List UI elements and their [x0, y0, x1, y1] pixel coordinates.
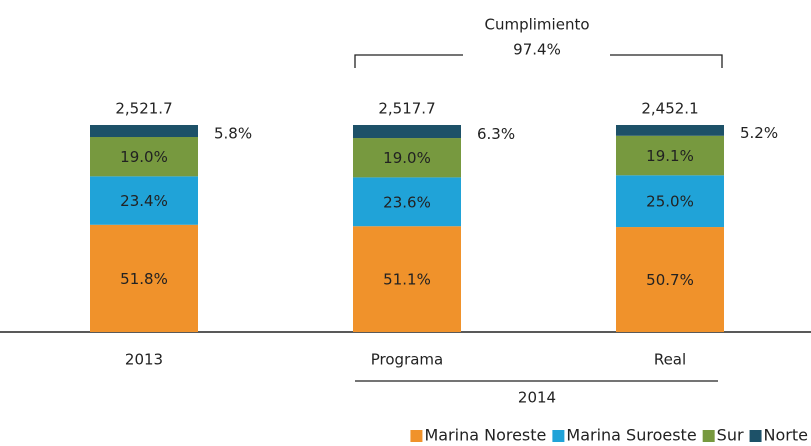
- data-label: 50.7%: [646, 271, 694, 289]
- bar-segment: [90, 137, 198, 177]
- bar-segment: [90, 125, 198, 138]
- total-label: 2,452.1: [641, 100, 698, 118]
- total-label: 2,517.7: [378, 100, 435, 118]
- annotation: 97.4%: [513, 41, 561, 59]
- legend-swatch: [702, 430, 715, 442]
- data-label: 5.2%: [740, 124, 778, 142]
- bar-segment: [616, 175, 724, 228]
- data-label: 5.8%: [214, 125, 252, 143]
- x-tick-label: Real: [654, 351, 686, 369]
- data-label: 19.1%: [646, 147, 694, 165]
- bar-segment: [353, 226, 461, 332]
- data-label: 19.0%: [120, 148, 168, 166]
- bar-segment: [90, 224, 198, 332]
- bar-segment: [353, 125, 461, 139]
- data-label: 6.3%: [477, 125, 515, 143]
- x-tick-label: Programa: [371, 351, 443, 369]
- data-label: 51.8%: [120, 270, 168, 288]
- data-label: 19.0%: [383, 149, 431, 167]
- legend-swatch: [552, 430, 565, 442]
- data-label: 23.4%: [120, 192, 168, 210]
- bar-segment: [616, 227, 724, 332]
- bracket: [354, 54, 723, 68]
- legend-label: Norte: [764, 426, 808, 445]
- bar-segment: [90, 176, 198, 225]
- x-tick-label: 2013: [125, 351, 163, 369]
- legend-label: Marina Suroeste: [566, 426, 696, 445]
- legend-swatch: [410, 430, 423, 442]
- total-label: 2,521.7: [115, 100, 172, 118]
- bar-segment: [353, 177, 461, 227]
- group-label: 2014: [518, 389, 556, 407]
- data-label: 23.6%: [383, 193, 431, 211]
- bar-segment: [353, 138, 461, 178]
- data-label: 25.0%: [646, 193, 694, 211]
- bar-segment: [616, 135, 724, 176]
- legend-label: Marina Noreste: [424, 426, 546, 445]
- annotation: Cumplimiento: [484, 16, 589, 34]
- legend-label: Sur: [717, 426, 744, 445]
- data-label: 51.1%: [383, 271, 431, 289]
- legend-swatch: [749, 430, 762, 442]
- bar-segment: [616, 125, 724, 136]
